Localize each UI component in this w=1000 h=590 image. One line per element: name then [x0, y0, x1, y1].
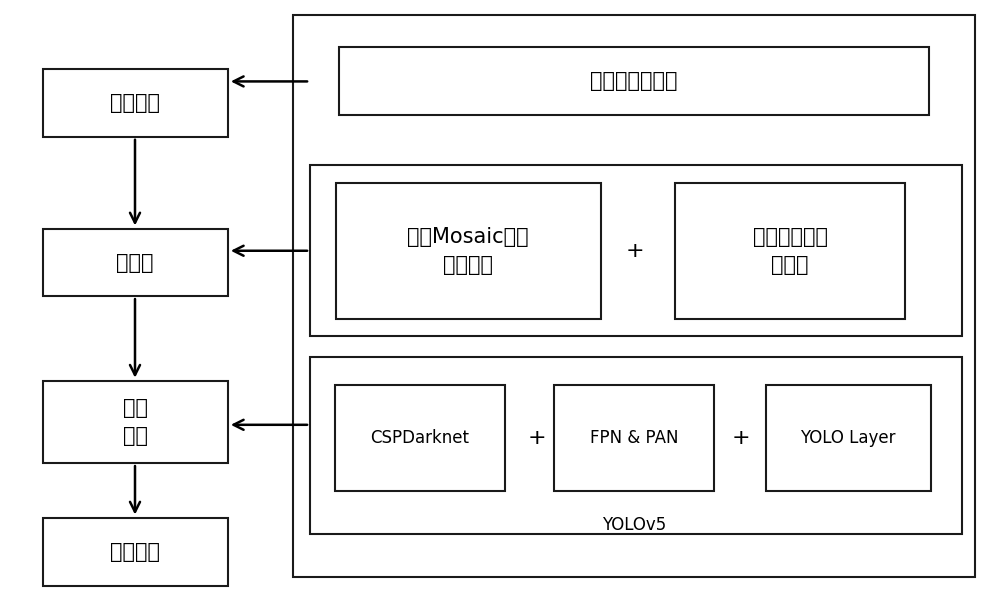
Text: FPN & PAN: FPN & PAN — [590, 430, 678, 447]
Bar — [766, 385, 930, 491]
Bar — [43, 70, 228, 137]
Bar — [43, 229, 228, 296]
Text: +: + — [528, 428, 546, 448]
Text: +: + — [626, 241, 644, 261]
Text: 输出图像: 输出图像 — [110, 542, 160, 562]
Bar — [554, 385, 714, 491]
Text: YOLO Layer: YOLO Layer — [800, 430, 896, 447]
Text: YOLOv5: YOLOv5 — [602, 516, 666, 534]
Bar — [310, 357, 962, 534]
Bar — [310, 165, 962, 336]
Text: 分类
回归: 分类 回归 — [122, 398, 148, 446]
Text: 基于损失函数
的算法: 基于损失函数 的算法 — [753, 227, 828, 275]
Bar — [336, 183, 600, 319]
Bar — [339, 48, 929, 116]
Bar — [335, 385, 505, 491]
Text: 预处理: 预处理 — [116, 253, 154, 273]
Text: 输入图像: 输入图像 — [110, 93, 160, 113]
Bar — [43, 518, 228, 585]
Text: CSPDarknet: CSPDarknet — [370, 430, 470, 447]
Text: 基于Mosaic数据
增强算法: 基于Mosaic数据 增强算法 — [407, 227, 529, 275]
Bar — [675, 183, 905, 319]
Bar — [43, 381, 228, 463]
Text: +: + — [732, 428, 750, 448]
Bar — [293, 15, 975, 577]
Text: 眼底图像数据集: 眼底图像数据集 — [590, 71, 678, 91]
